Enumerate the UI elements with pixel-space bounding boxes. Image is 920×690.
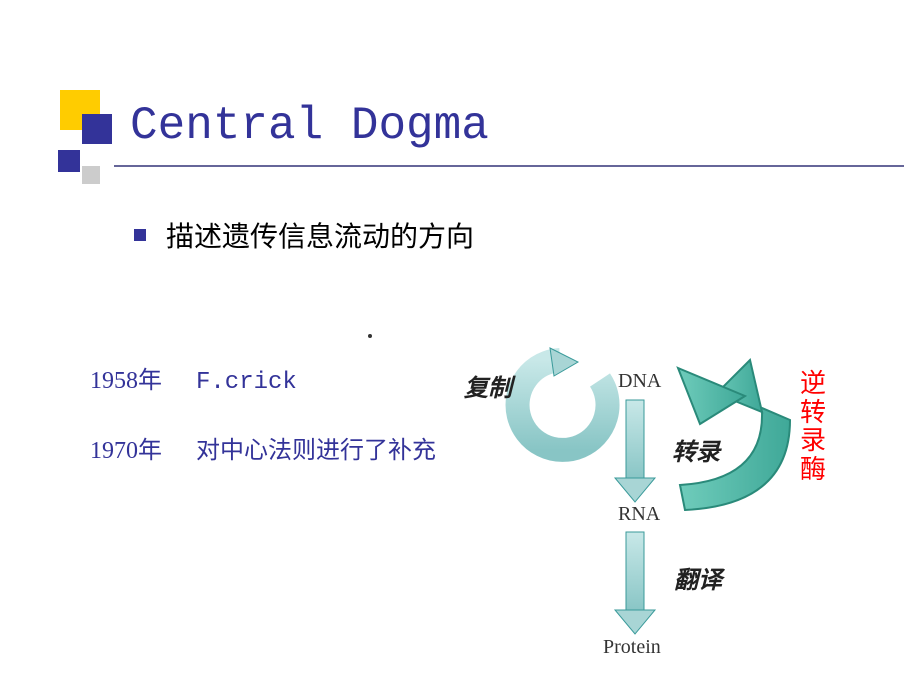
bullet-item: 描述遗传信息流动的方向 bbox=[134, 215, 474, 255]
author-crick: F.crick bbox=[196, 369, 297, 396]
node-rna: RNA bbox=[618, 503, 660, 526]
square-grey bbox=[82, 166, 100, 184]
small-dot bbox=[368, 334, 372, 338]
label-translation: 翻译 bbox=[674, 560, 722, 595]
bullet-icon bbox=[134, 229, 146, 241]
square-blue-tiny bbox=[58, 150, 80, 172]
reverse-transcription-arrow bbox=[660, 350, 820, 530]
bullet-text: 描述遗传信息流动的方向 bbox=[166, 215, 474, 255]
year-1958: 1958年 bbox=[90, 368, 162, 394]
year-1970: 1970年 bbox=[90, 438, 162, 464]
supplement-text: 对中心法则进行了补充 bbox=[196, 438, 436, 464]
node-protein: Protein bbox=[603, 636, 661, 659]
year-1958-line: 1958年 F.crick bbox=[90, 360, 297, 396]
corner-decoration bbox=[60, 90, 116, 190]
slide-title: Central Dogma bbox=[130, 100, 489, 152]
year-1970-line: 1970年 对中心法则进行了补充 bbox=[90, 430, 436, 465]
label-replication: 复制 bbox=[464, 368, 512, 403]
title-underline bbox=[114, 165, 904, 167]
reverse-transcriptase-label: 逆转录酶 bbox=[800, 370, 828, 484]
node-dna: DNA bbox=[618, 370, 661, 393]
square-blue-small bbox=[82, 114, 112, 144]
